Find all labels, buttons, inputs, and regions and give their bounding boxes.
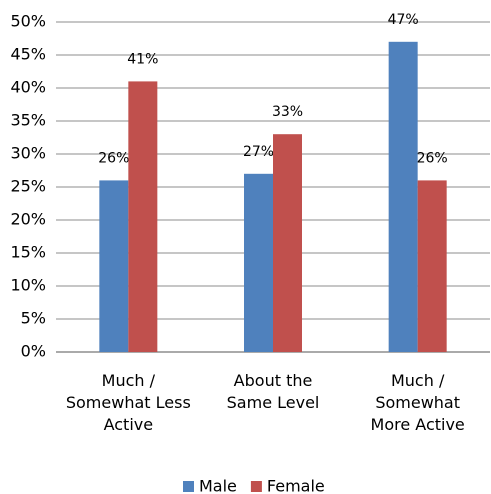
- data-label: 27%: [243, 144, 274, 160]
- legend-label: Male: [199, 477, 237, 494]
- bar: [99, 180, 129, 352]
- bar: [388, 41, 418, 353]
- y-tick-label: 15%: [10, 243, 46, 262]
- bar: [273, 134, 302, 352]
- legend-swatch: [250, 481, 262, 492]
- legend-swatch: [183, 481, 194, 492]
- y-tick-label: 45%: [10, 45, 46, 64]
- y-tick-label: 20%: [10, 210, 46, 229]
- y-tick-label: 40%: [10, 78, 46, 97]
- bar: [417, 180, 447, 352]
- x-tick-label: Much / Somewhat More Active: [370, 371, 465, 434]
- data-label: 26%: [98, 150, 129, 166]
- y-tick-label: 25%: [10, 177, 46, 196]
- y-tick-label: 0%: [21, 342, 46, 361]
- x-tick-label: Much / Somewhat Less Active: [65, 371, 191, 434]
- y-tick-label: 10%: [10, 276, 46, 295]
- x-tick-label: About the Same Level: [226, 371, 320, 412]
- bar: [244, 173, 273, 352]
- data-label: 47%: [388, 12, 419, 28]
- y-tick-label: 30%: [10, 144, 46, 163]
- y-tick-label: 50%: [10, 12, 46, 31]
- legend-label: Female: [267, 477, 325, 494]
- data-label: 41%: [127, 51, 158, 67]
- data-label: 33%: [272, 104, 303, 120]
- data-label: 26%: [417, 150, 448, 166]
- y-tick-label: 35%: [10, 111, 46, 130]
- y-tick-label: 5%: [21, 309, 46, 328]
- bar: [128, 81, 158, 353]
